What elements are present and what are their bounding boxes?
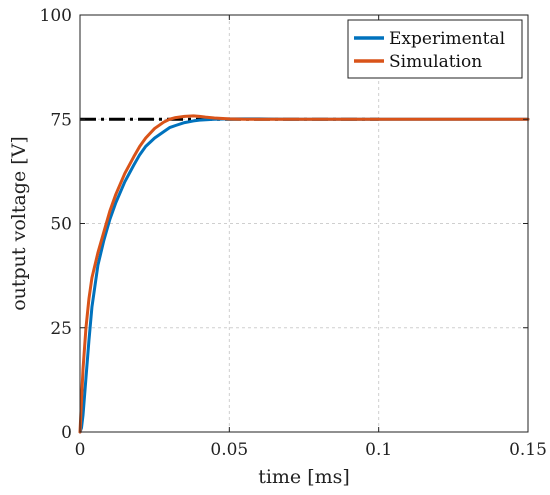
y-tick-label: 100 bbox=[40, 6, 72, 26]
legend-label-simulation: Simulation bbox=[389, 52, 482, 72]
x-tick-label: 0.05 bbox=[210, 440, 248, 460]
y-tick-label: 75 bbox=[50, 110, 72, 130]
x-axis-label: time [ms] bbox=[258, 466, 350, 488]
series-line-experimental bbox=[78, 117, 530, 434]
ticks: 0 0.05 0.1 0.15 0 25 50 75 100 bbox=[40, 6, 547, 460]
series-layer bbox=[78, 114, 530, 434]
y-tick-label: 50 bbox=[50, 215, 72, 235]
legend-label-experimental: Experimental bbox=[389, 29, 505, 49]
legend-box bbox=[347, 19, 523, 79]
x-tick-label: 0 bbox=[75, 440, 86, 460]
x-tick-label: 0.1 bbox=[365, 440, 392, 460]
y-tick-label: 0 bbox=[61, 423, 72, 443]
y-tick-label: 25 bbox=[50, 319, 72, 339]
legend: Experimental Simulation bbox=[347, 19, 523, 79]
x-tick-label: 0.15 bbox=[509, 440, 547, 460]
series-line-simulation bbox=[78, 114, 530, 434]
y-axis-label: output voltage [V] bbox=[8, 136, 30, 311]
